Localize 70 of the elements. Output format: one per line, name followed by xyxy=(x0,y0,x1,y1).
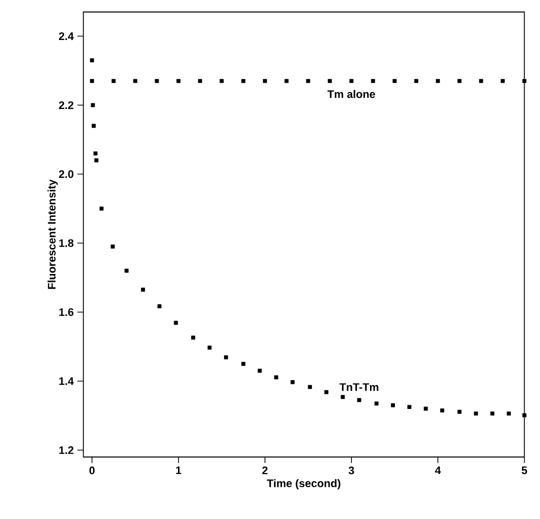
point xyxy=(506,412,511,416)
x-axis-title: Time (second) xyxy=(266,479,340,490)
x-tick-label: 3 xyxy=(348,466,354,474)
y-axis-title: Fluorescent Intensity xyxy=(48,179,58,289)
point xyxy=(174,320,178,325)
point xyxy=(436,78,440,83)
point xyxy=(262,78,267,83)
point xyxy=(474,412,478,416)
point xyxy=(220,78,224,83)
point xyxy=(100,206,104,211)
point xyxy=(500,78,505,83)
point xyxy=(124,268,129,273)
series-label: TnT-Tm xyxy=(340,383,378,391)
y-tick-label: 1.6 xyxy=(59,308,74,316)
point xyxy=(392,78,397,83)
point xyxy=(154,78,159,83)
y-tick-label: 1.2 xyxy=(59,446,74,454)
point xyxy=(141,288,146,292)
point xyxy=(458,78,462,83)
point xyxy=(414,78,418,83)
point xyxy=(490,412,494,416)
y-tick-label: 1.8 xyxy=(59,239,74,247)
point xyxy=(357,398,362,402)
x-tick-label: 1 xyxy=(176,466,182,474)
point xyxy=(191,336,196,340)
point xyxy=(110,244,115,249)
y-tick-label: 2.2 xyxy=(58,101,74,109)
point xyxy=(157,304,162,308)
point xyxy=(93,151,98,156)
point xyxy=(306,78,310,83)
point xyxy=(522,78,526,83)
point xyxy=(479,78,484,83)
point xyxy=(274,375,278,380)
point xyxy=(328,78,332,83)
point xyxy=(133,78,138,83)
x-tick-label: 4 xyxy=(435,466,441,474)
point xyxy=(340,394,345,399)
y-tick-label: 2.0 xyxy=(58,170,74,178)
point xyxy=(440,408,444,412)
point xyxy=(458,410,462,414)
point xyxy=(94,158,98,162)
x-tick-label: 0 xyxy=(89,466,95,474)
point xyxy=(198,78,202,83)
point xyxy=(208,346,212,350)
point xyxy=(424,406,428,411)
point xyxy=(176,78,180,83)
series-label: Tm alone xyxy=(327,90,376,98)
point xyxy=(90,58,94,62)
point xyxy=(349,78,354,83)
point xyxy=(92,124,96,128)
point xyxy=(90,78,94,83)
x-tick-label: 2 xyxy=(262,466,268,474)
point xyxy=(522,413,526,418)
point xyxy=(407,404,412,409)
point xyxy=(308,384,312,389)
point xyxy=(290,380,295,384)
point xyxy=(90,103,95,108)
y-tick-label: 1.4 xyxy=(59,377,74,385)
point xyxy=(224,355,228,360)
y-tick-label: 2.4 xyxy=(58,32,74,40)
x-tick-label: 5 xyxy=(522,466,528,474)
point xyxy=(284,78,289,83)
point xyxy=(112,78,116,83)
point xyxy=(258,368,262,373)
point xyxy=(241,78,246,83)
point xyxy=(390,403,395,408)
point xyxy=(374,402,378,406)
point xyxy=(241,362,246,366)
point xyxy=(371,78,376,83)
point xyxy=(324,390,328,394)
